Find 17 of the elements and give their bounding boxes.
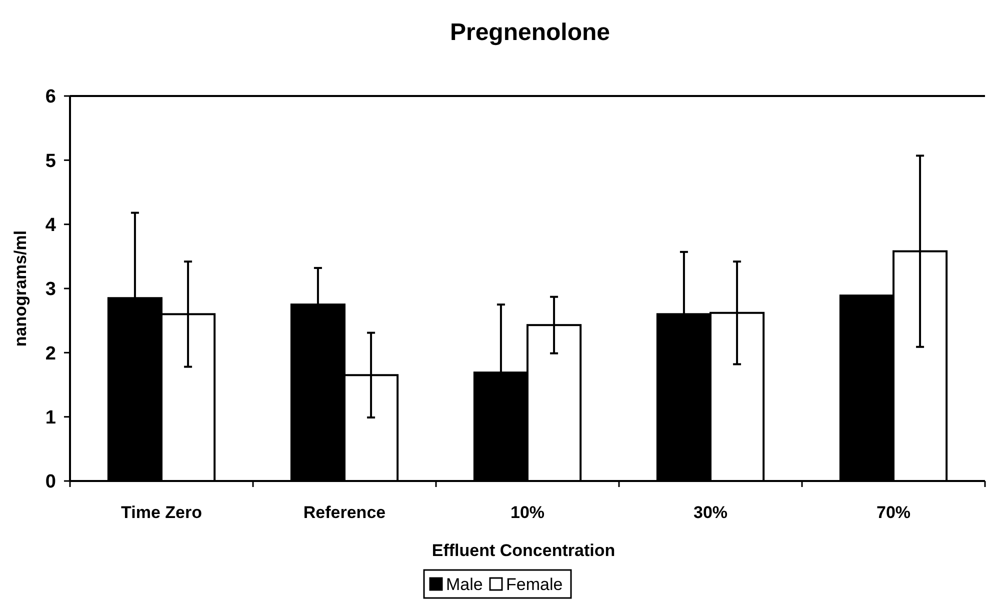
y-axis-title: nanograms/ml [11,230,30,347]
x-tick-label: 10% [510,503,545,522]
chart-title: Pregnenolone [450,19,610,46]
x-tick-label: Time Zero [121,503,202,522]
x-tick-label: 70% [876,503,911,522]
y-tick-label: 4 [45,214,56,236]
y-tick-label: 6 [45,86,56,108]
y-tick-label: 0 [45,472,56,493]
x-tick-label: 30% [693,503,728,522]
y-tick-label: 5 [45,150,56,172]
y-tick-label: 3 [45,279,56,300]
legend-label: Female [506,575,563,594]
x-axis-title: Effluent Concentration [432,541,616,560]
y-tick-label: 1 [45,407,56,428]
y-tick-label: 2 [45,343,56,364]
legend-label: Male [446,575,483,594]
x-tick-label: Reference [303,503,386,522]
